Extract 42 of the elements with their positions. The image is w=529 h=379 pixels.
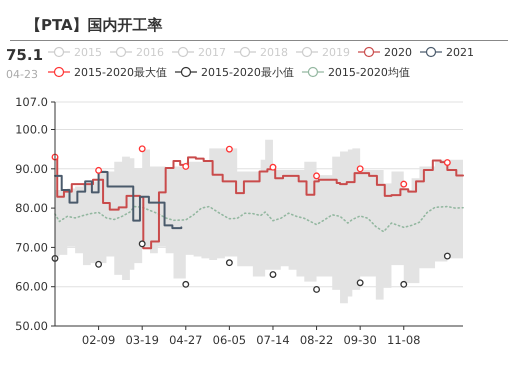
x-tick-label: 07-14 (256, 333, 290, 347)
legend-label: 2015-2020最大值 (74, 66, 167, 79)
point (313, 172, 320, 180)
x-tick-label: 09-30 (343, 333, 377, 347)
y-tick-label: 100.0 (15, 122, 48, 137)
y-tick-label: 80.00 (15, 201, 48, 216)
x-tick-label: 02-09 (82, 333, 116, 347)
x-tick-label: 04-27 (169, 333, 202, 347)
point (138, 145, 146, 152)
x-tick-label: 11-08 (387, 333, 420, 347)
point (313, 286, 320, 293)
point (226, 259, 233, 266)
x-tick-label: 06-05 (212, 333, 246, 347)
legend-label: 2015-2020均值 (328, 66, 410, 79)
y-tick-label: 107.0 (15, 95, 48, 109)
legend-label: 2020 (384, 46, 412, 59)
point (270, 164, 276, 171)
point (400, 180, 408, 188)
point (444, 252, 451, 260)
x-tick-label: 08-22 (300, 333, 334, 347)
y-tick-label: 50.00 (15, 319, 48, 333)
point (270, 271, 276, 278)
point (356, 279, 364, 286)
point (95, 166, 102, 174)
legend-label: 2021 (446, 46, 474, 59)
legend-label: 2015-2020最小值 (200, 66, 294, 79)
point (182, 280, 190, 288)
y-tick-label: 70.00 (15, 240, 48, 254)
chart-title: 【PTA】国内开工率 (26, 16, 163, 34)
point (182, 163, 190, 170)
text: 75.1 (6, 46, 44, 64)
point (444, 159, 451, 166)
y-tick-label: 60.00 (15, 280, 48, 294)
point (356, 165, 364, 172)
point (138, 240, 146, 248)
x-tick-label: 03-19 (125, 333, 159, 347)
y-tick-label: 90.00 (15, 162, 48, 176)
point (226, 146, 233, 153)
point (400, 280, 408, 288)
text: 04-23 (6, 68, 38, 81)
line-series (54, 206, 464, 232)
point (95, 260, 102, 268)
